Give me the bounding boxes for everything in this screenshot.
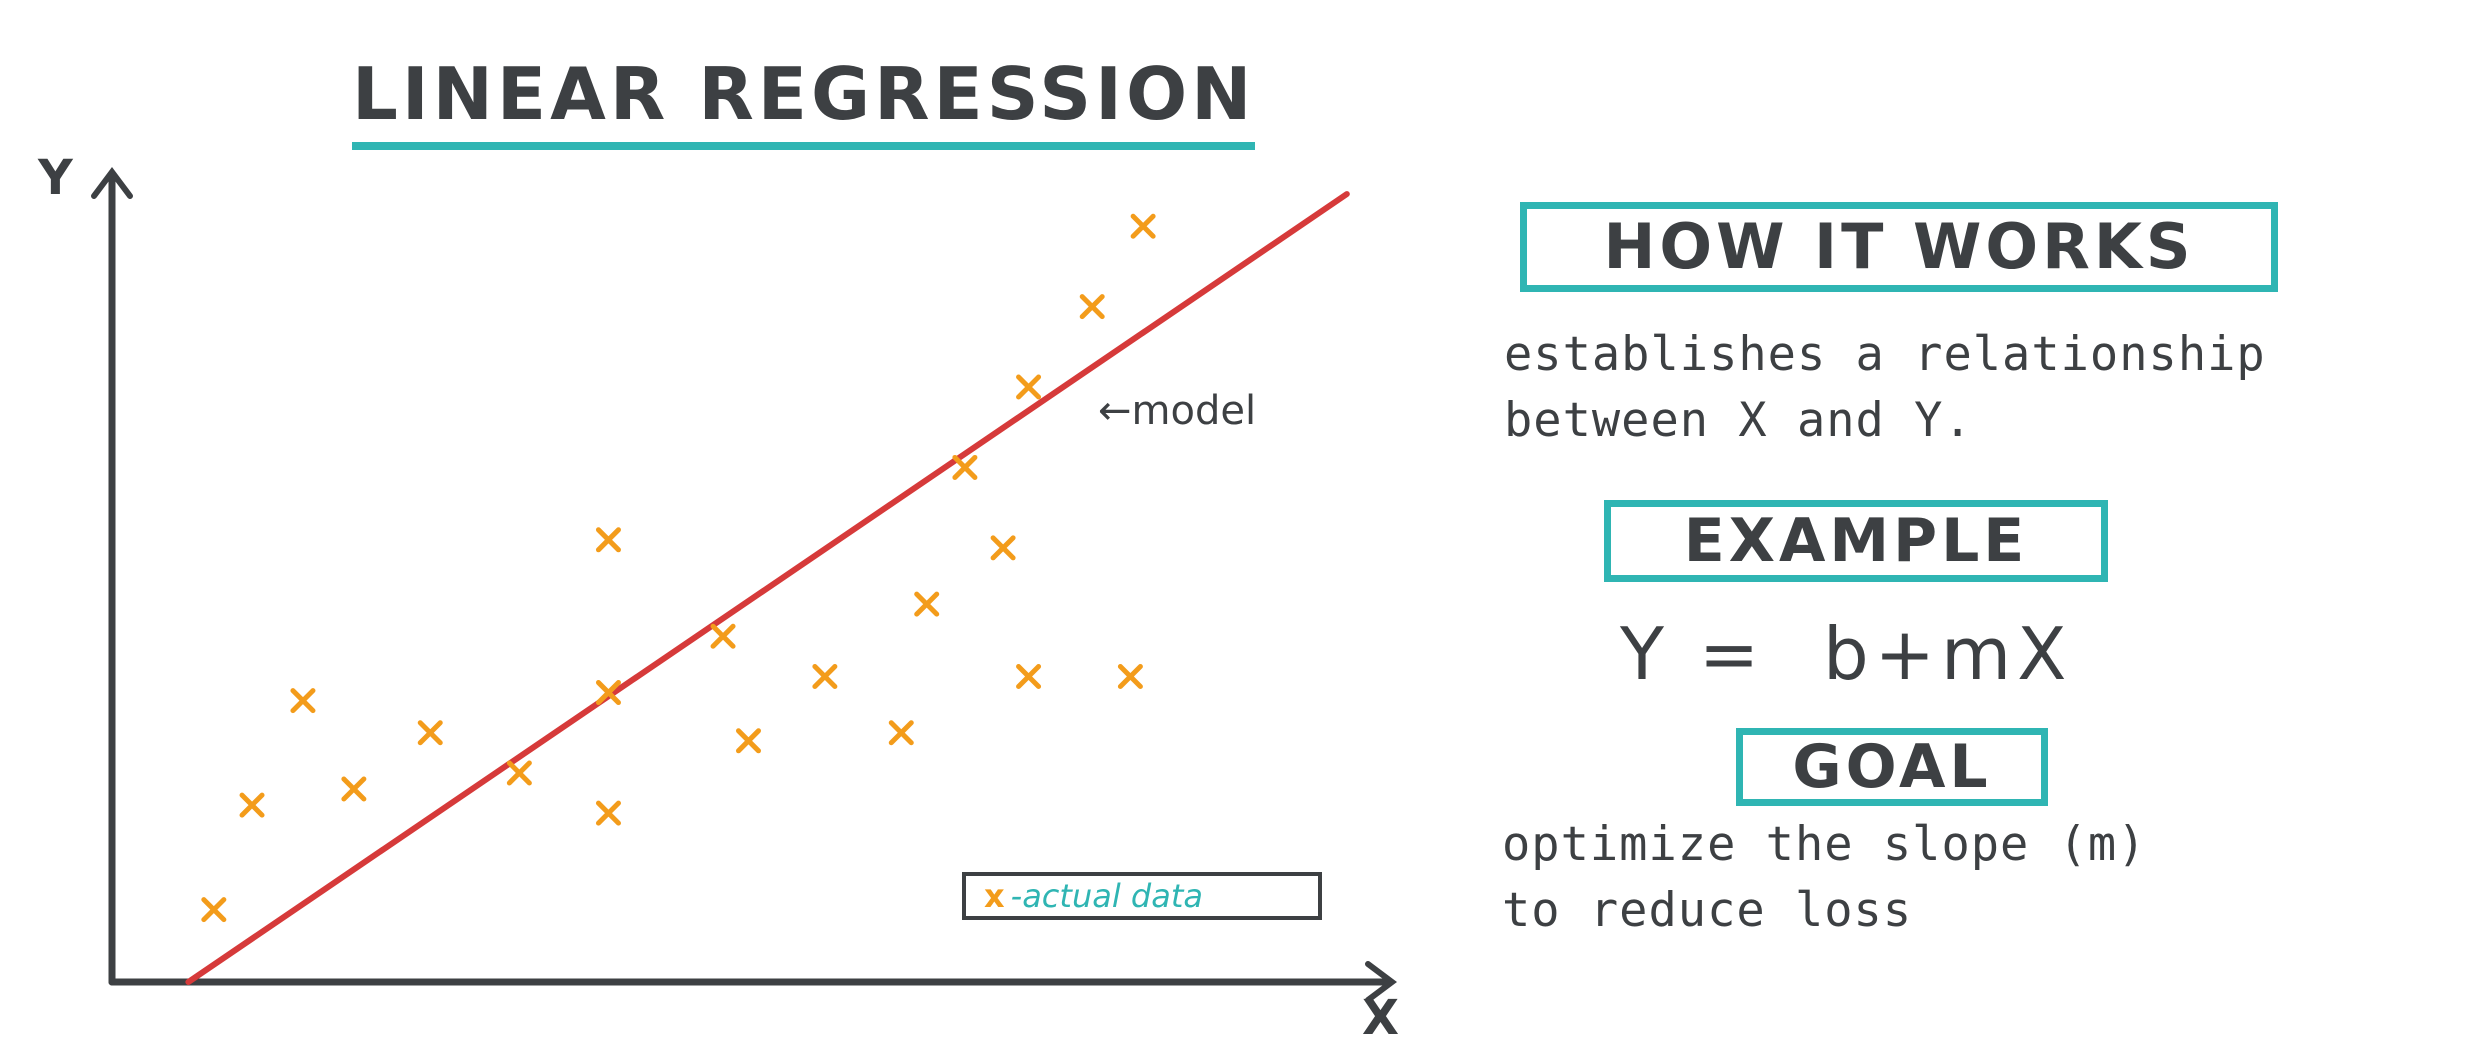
data-point bbox=[595, 800, 621, 826]
data-point bbox=[1117, 663, 1143, 689]
data-point bbox=[1016, 374, 1042, 400]
data-point bbox=[239, 792, 265, 818]
data-point bbox=[710, 623, 736, 649]
data-point bbox=[290, 688, 316, 714]
x-axis bbox=[108, 961, 1397, 1003]
data-point bbox=[506, 760, 532, 786]
how-it-works-line-2: between X and Y. bbox=[1504, 393, 1973, 448]
legend: x -actual data bbox=[962, 872, 1322, 920]
regression-line bbox=[185, 191, 1350, 985]
regression-plot bbox=[91, 167, 1397, 1003]
legend-x-marker: x bbox=[984, 877, 1005, 915]
data-point bbox=[341, 776, 367, 802]
data-point bbox=[952, 454, 978, 480]
goal-heading: GOAL bbox=[1736, 728, 2048, 806]
data-point bbox=[736, 728, 761, 754]
how-it-works-text: establishes a relationship between X and… bbox=[1504, 322, 2266, 454]
example-heading: EXAMPLE bbox=[1604, 500, 2108, 582]
data-point bbox=[417, 720, 443, 746]
data-point bbox=[595, 527, 621, 553]
goal-line-2: to reduce loss bbox=[1502, 883, 1913, 938]
data-point bbox=[812, 663, 838, 689]
data-point bbox=[1079, 294, 1105, 320]
data-point bbox=[595, 680, 621, 706]
data-point bbox=[1016, 663, 1042, 689]
y-axis bbox=[91, 167, 133, 986]
goal-text: optimize the slope (m) to reduce loss bbox=[1502, 812, 2147, 944]
x-axis-label: X bbox=[1362, 990, 1400, 1046]
data-point bbox=[990, 535, 1016, 561]
y-axis-label: Y bbox=[38, 150, 73, 206]
model-annotation: ←model bbox=[1098, 388, 1257, 434]
goal-line-1: optimize the slope (m) bbox=[1502, 817, 2147, 872]
legend-label: -actual data bbox=[1010, 877, 1203, 915]
data-point bbox=[914, 591, 940, 617]
data-points bbox=[201, 213, 1156, 923]
data-point bbox=[1130, 213, 1156, 239]
page-title: LINEAR REGRESSION bbox=[352, 52, 1256, 150]
example-formula: Y = b+mX bbox=[1620, 612, 2073, 696]
how-it-works-line-1: establishes a relationship bbox=[1504, 327, 2266, 382]
how-it-works-heading: HOW IT WORKS bbox=[1520, 202, 2278, 292]
data-point bbox=[888, 720, 914, 746]
data-point bbox=[201, 897, 227, 923]
